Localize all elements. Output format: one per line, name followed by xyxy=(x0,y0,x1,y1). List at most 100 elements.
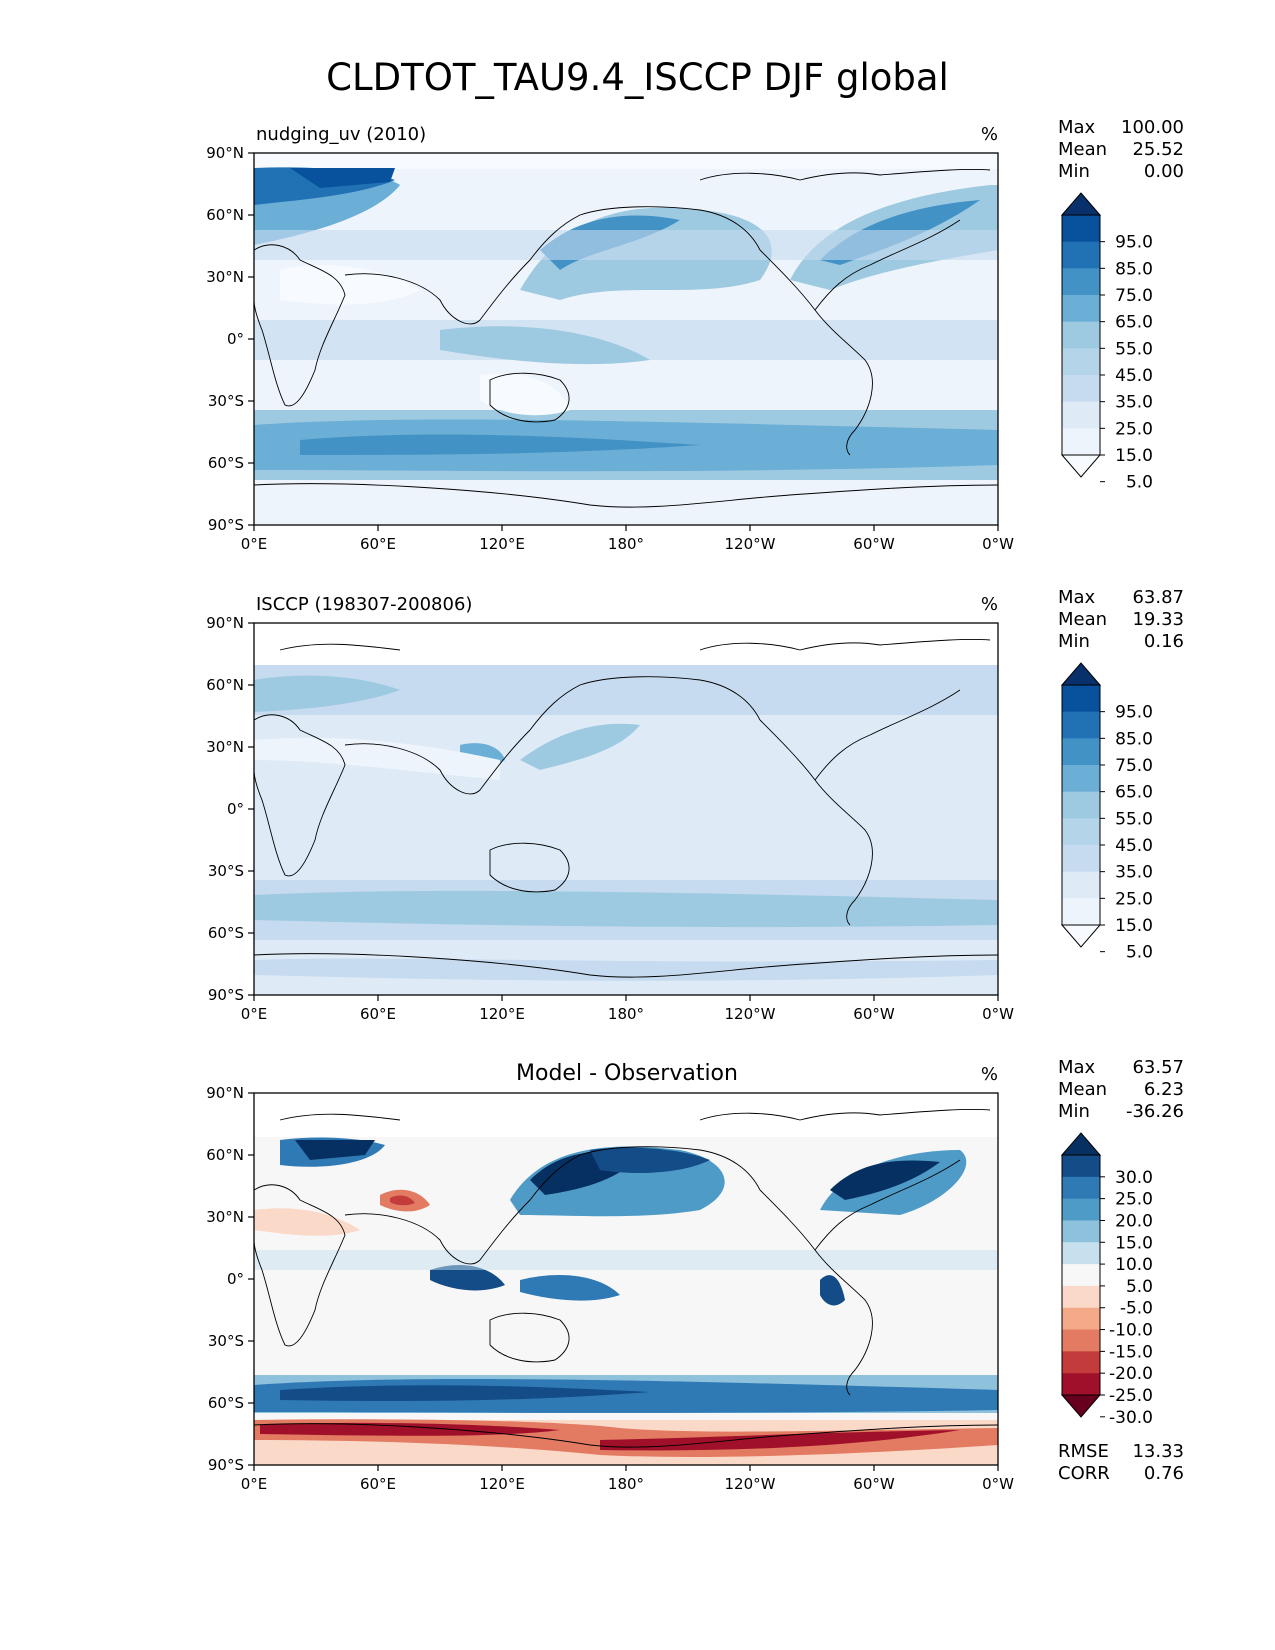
lon-tick-label: 0°W xyxy=(982,535,1014,553)
lat-tick-label: 90°S xyxy=(208,1456,244,1474)
colorbar-segment xyxy=(1062,1329,1100,1352)
stat-label: RMSE xyxy=(1058,1441,1109,1462)
lat-tick-label: 90°N xyxy=(206,614,244,632)
colorbar-segment xyxy=(1062,1285,1100,1309)
lon-tick-label: 60°W xyxy=(853,1475,895,1493)
colorbar-segment xyxy=(1062,321,1100,349)
lon-tick-label: 60°W xyxy=(853,535,895,553)
lon-tick-label: 0°W xyxy=(982,1005,1014,1023)
stats-box-difference: Max 63.57 Mean 6.23 Min -36.26 xyxy=(1058,1057,1184,1123)
colorbar-segment xyxy=(1062,1307,1100,1331)
lat-tick-label: 0° xyxy=(227,1270,244,1288)
stat-label: Max xyxy=(1058,1057,1096,1078)
panel-units: % xyxy=(981,124,998,145)
stat-value: 25.52 xyxy=(1132,139,1184,160)
colorbar-tick-label: 85.0 xyxy=(1115,729,1153,749)
difference-field xyxy=(254,1093,998,1465)
colorbar-tick-label: -25.0 xyxy=(1109,1386,1153,1406)
stat-value: 0.16 xyxy=(1143,631,1184,652)
colorbar-extend-bottom xyxy=(1060,1394,1102,1418)
lon-tick-label: 0°E xyxy=(241,1005,268,1023)
colorbar-tick-label: 75.0 xyxy=(1115,756,1153,776)
panel-units: % xyxy=(981,594,998,615)
colorbar-tick-label: 75.0 xyxy=(1115,286,1153,306)
lon-tick-label: 60°E xyxy=(360,535,396,553)
lon-tick-label: 120°W xyxy=(725,1005,776,1023)
stat-label: Mean xyxy=(1058,139,1108,160)
colorbar-segment xyxy=(1062,1373,1100,1396)
stat-value: 19.33 xyxy=(1132,609,1184,630)
lat-tick-label: 90°N xyxy=(206,144,244,162)
panel-left-title: ISCCP (198307-200806) xyxy=(256,594,472,615)
colorbar-tick-label: 15.0 xyxy=(1115,1233,1153,1253)
lat-tick-label: 30°S xyxy=(208,392,244,410)
colorbar-frame xyxy=(1061,684,1101,926)
lon-tick-label: 120°W xyxy=(725,1475,776,1493)
colorbar-tick-label: -15.0 xyxy=(1109,1342,1153,1362)
lon-tick-label: 120°E xyxy=(479,1475,525,1493)
stat-label: Min xyxy=(1058,161,1090,182)
lon-tick-label: 0°W xyxy=(982,1475,1014,1493)
stat-label: Mean xyxy=(1058,609,1108,630)
lon-tick-label: 60°E xyxy=(360,1005,396,1023)
colorbar-tick-label: -20.0 xyxy=(1109,1364,1153,1384)
lat-tick-label: 60°S xyxy=(208,1394,244,1412)
colorbar-segment xyxy=(1062,268,1100,296)
lon-tick-label: 120°E xyxy=(479,535,525,553)
lon-tick-label: 180° xyxy=(608,535,644,553)
lat-tick-label: 90°N xyxy=(206,1084,244,1102)
lon-axis-difference: 0°E 60°E 120°E 180° 120°W 60°W 0°W xyxy=(241,1465,1014,1493)
colorbar-tick-label: 45.0 xyxy=(1115,836,1153,856)
colorbar-tick-label: 35.0 xyxy=(1115,393,1153,413)
stat-value: 0.00 xyxy=(1143,161,1184,182)
stat-value: 6.23 xyxy=(1143,1079,1184,1100)
colorbar-model: 95.0 85.0 75.0 65.0 55.0 45.0 35.0 25.0 15.0 5.0 xyxy=(1060,192,1153,493)
stat-label: CORR xyxy=(1058,1463,1110,1484)
colorbar-tick-label: 25.0 xyxy=(1115,889,1153,909)
colorbar-segment xyxy=(1062,241,1100,269)
lon-tick-label: 180° xyxy=(608,1475,644,1493)
lon-tick-label: 0°E xyxy=(241,1475,268,1493)
lat-tick-label: 90°S xyxy=(208,986,244,1004)
colorbar-tick-label: 5.0 xyxy=(1126,473,1153,493)
stat-label: Mean xyxy=(1058,1079,1108,1100)
lat-axis-difference: 90°N 60°N 30°N 0° 30°S 60°S 90°S xyxy=(206,1084,254,1474)
stat-label: Min xyxy=(1058,631,1090,652)
colorbar-segment xyxy=(1062,375,1100,403)
coastlines-observation xyxy=(254,639,998,978)
cloud-field-observation xyxy=(254,623,998,995)
lon-axis-model: 0°E 60°E 120°E 180° 120°W 60°W 0°W xyxy=(241,525,1014,553)
colorbar-segment xyxy=(1062,738,1100,766)
colorbar-tick-label: 85.0 xyxy=(1115,259,1153,279)
colorbar-segment xyxy=(1062,845,1100,873)
colorbar-extend-top xyxy=(1060,1132,1102,1156)
stat-value: 0.76 xyxy=(1143,1463,1184,1484)
panel-left-title: nudging_uv (2010) xyxy=(256,124,426,145)
lat-tick-label: 60°N xyxy=(206,676,244,694)
lon-tick-label: 60°E xyxy=(360,1475,396,1493)
colorbar-tick-label: 25.0 xyxy=(1115,419,1153,439)
colorbar-segment xyxy=(1062,791,1100,819)
stat-value: 100.00 xyxy=(1121,117,1184,138)
colorbar-segment xyxy=(1062,295,1100,323)
colorbar-tick-label: 35.0 xyxy=(1115,863,1153,883)
colorbar-tick-label: 15.0 xyxy=(1115,916,1153,936)
colorbar-tick-label: 95.0 xyxy=(1115,233,1153,253)
stat-label: Max xyxy=(1058,117,1096,138)
lon-axis-observation: 0°E 60°E 120°E 180° 120°W 60°W 0°W xyxy=(241,995,1014,1023)
lat-tick-label: 30°N xyxy=(206,1208,244,1226)
lon-tick-label: 60°W xyxy=(853,1005,895,1023)
colorbar-segment xyxy=(1062,1176,1100,1200)
lat-tick-label: 60°N xyxy=(206,206,244,224)
colorbar-tick-label: 5.0 xyxy=(1126,1277,1153,1297)
stat-label: Min xyxy=(1058,1101,1090,1122)
colorbar-tick-label: 95.0 xyxy=(1115,703,1153,723)
lon-tick-label: 0°E xyxy=(241,535,268,553)
colorbar-tick-label: 5.0 xyxy=(1126,943,1153,963)
stats-box-observation: Max 63.87 Mean 19.33 Min 0.16 xyxy=(1058,587,1184,653)
colorbar-difference: 30.025.020.015.010.05.0-5.0-10.0-15.0-20… xyxy=(1060,1132,1153,1428)
panel-center-title: Model - Observation xyxy=(516,1061,738,1086)
